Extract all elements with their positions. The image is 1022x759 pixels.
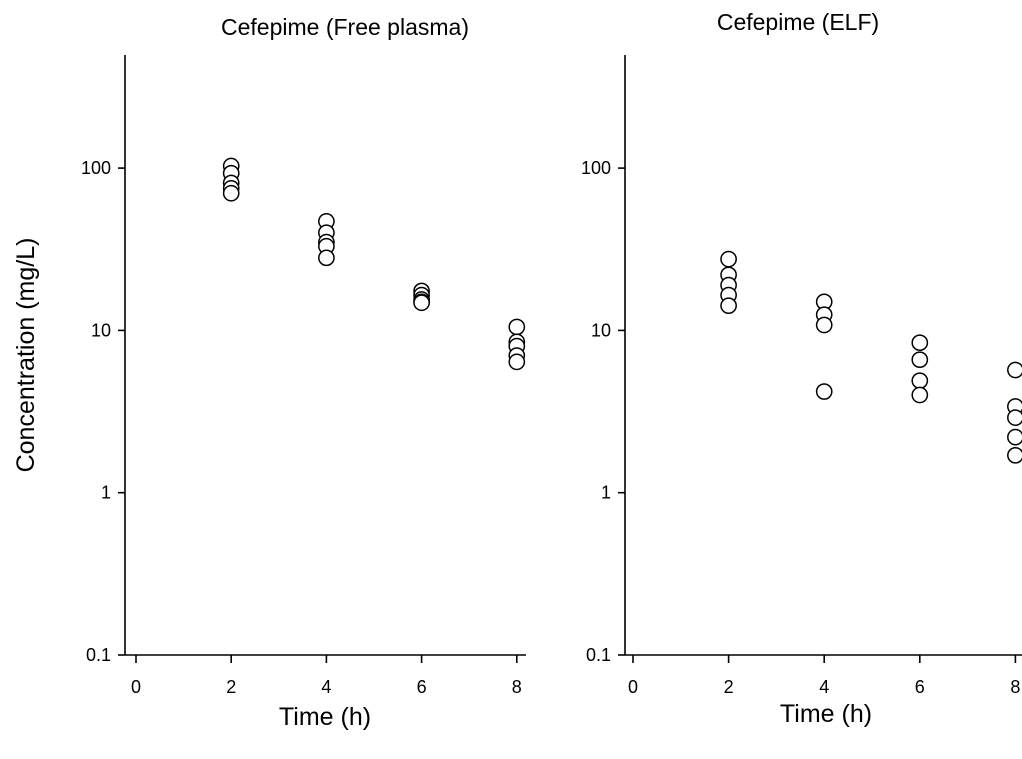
x-tick-label: 8 bbox=[1010, 677, 1020, 697]
data-point bbox=[508, 353, 526, 371]
x-tick-label: 4 bbox=[819, 677, 829, 697]
x-axis-title: Time (h) bbox=[279, 703, 371, 731]
x-tick-label: 2 bbox=[226, 677, 236, 697]
data-point bbox=[720, 250, 737, 268]
y-tick-label: 100 bbox=[81, 158, 111, 178]
data-point bbox=[815, 383, 833, 400]
data-point bbox=[911, 372, 929, 390]
y-axis-title: Concentration (mg/L) bbox=[12, 238, 40, 473]
y-tick-label: 0.1 bbox=[86, 645, 111, 665]
x-tick-label: 8 bbox=[512, 677, 522, 697]
x-tick-label: 0 bbox=[131, 677, 141, 697]
data-point bbox=[318, 249, 335, 267]
chart-panel-free-plasma: Cefepime (Free plasma) 0.1 1 10 100 0 2 4 6 8 Time… bbox=[12, 14, 526, 731]
data-point bbox=[1007, 428, 1022, 446]
data-point bbox=[720, 297, 737, 315]
chart-title: Cefepime (Free plasma) bbox=[221, 14, 469, 40]
x-tick-label: 6 bbox=[915, 677, 925, 697]
data-point bbox=[911, 386, 929, 404]
data-point bbox=[1007, 409, 1022, 427]
data-point bbox=[911, 351, 929, 369]
data-point bbox=[1007, 446, 1022, 464]
chart-panel-elf: Cefepime (ELF) 0.1 1 10 100 0 2 4 6 8 Time (h) bbox=[581, 9, 1022, 728]
x-tick-label: 2 bbox=[724, 677, 734, 697]
x-axis-title: Time (h) bbox=[780, 700, 872, 728]
x-tick-label: 6 bbox=[417, 677, 427, 697]
chart-title: Cefepime (ELF) bbox=[717, 9, 879, 35]
data-point bbox=[413, 294, 430, 312]
y-tick-label: 1 bbox=[601, 483, 611, 503]
y-tick-label: 1 bbox=[101, 483, 111, 503]
y-tick-label: 10 bbox=[91, 320, 111, 340]
x-tick-label: 0 bbox=[628, 677, 638, 697]
data-point bbox=[815, 316, 833, 334]
x-tick-label: 4 bbox=[321, 677, 331, 697]
data-point bbox=[508, 318, 526, 336]
data-point bbox=[1007, 361, 1022, 379]
y-tick-label: 0.1 bbox=[586, 645, 611, 665]
data-point bbox=[911, 334, 929, 352]
data-point bbox=[222, 184, 240, 202]
y-tick-label: 10 bbox=[591, 320, 611, 340]
y-tick-label: 100 bbox=[581, 158, 611, 178]
